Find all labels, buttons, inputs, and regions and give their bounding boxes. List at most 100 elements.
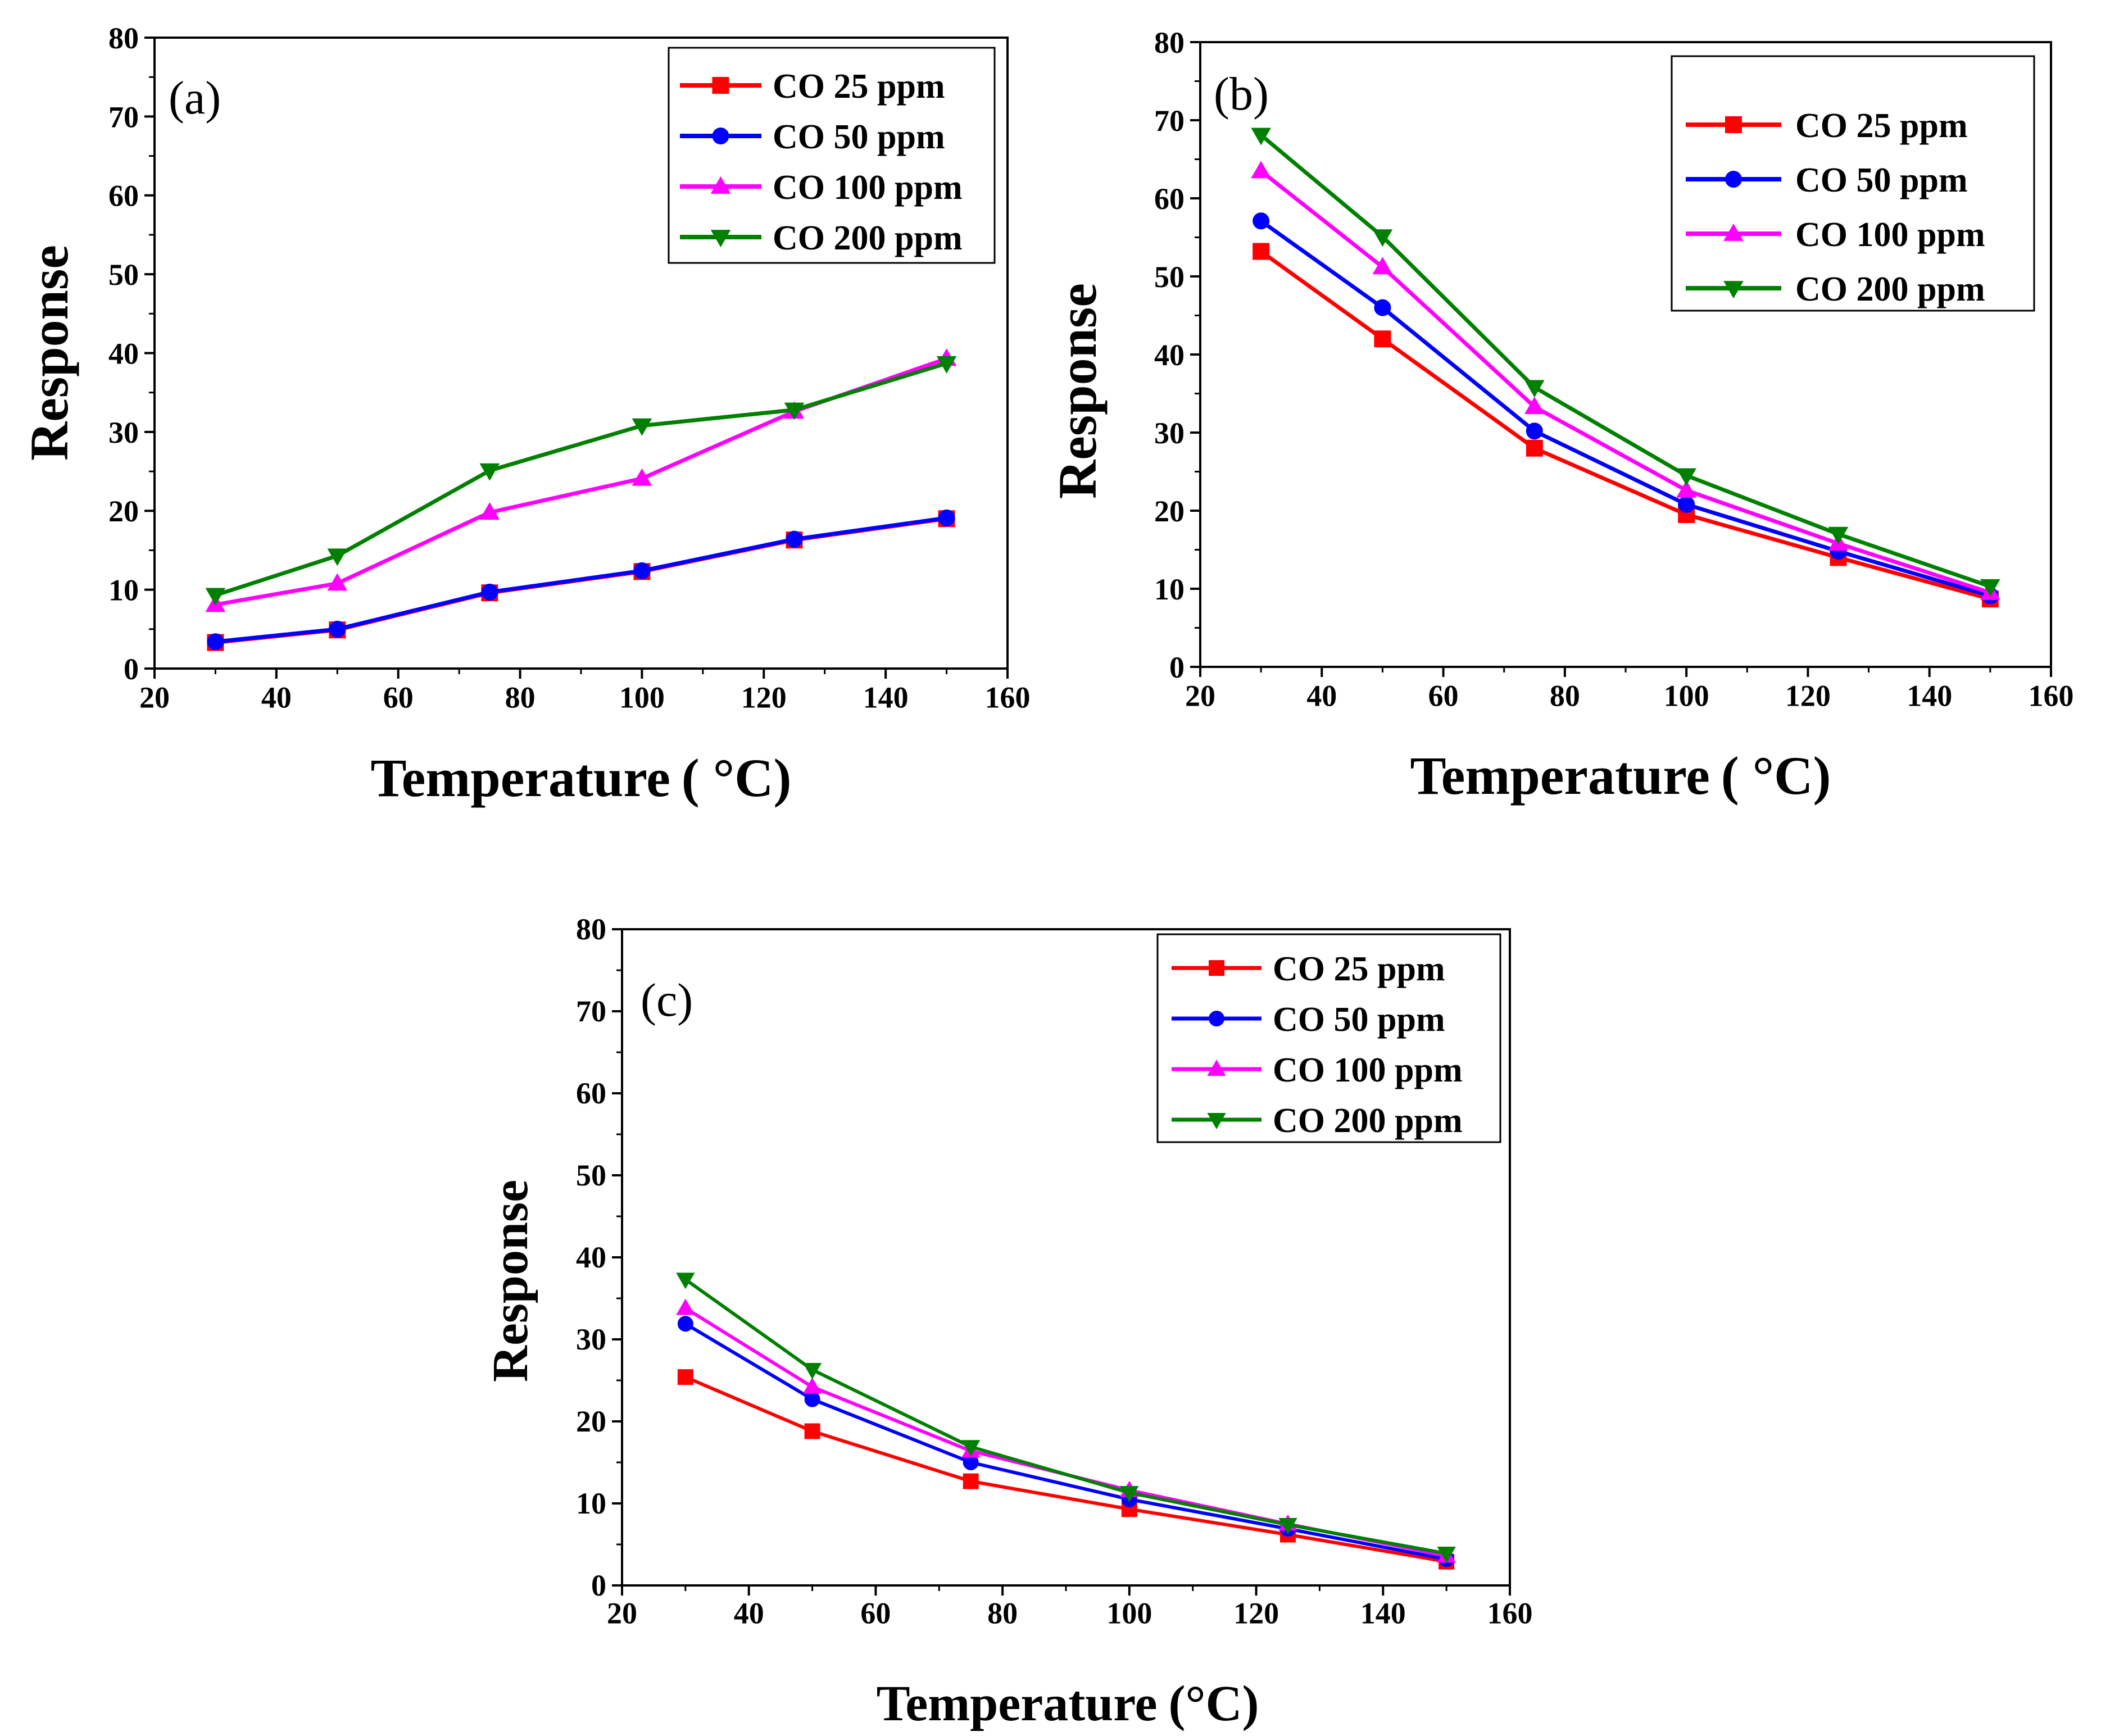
y-tick-label: 60	[108, 179, 139, 213]
panel-c: 0 10 20 30 40 50 60 70 80 20 40 60 80 100 120 140 160 Res…	[483, 912, 1533, 1732]
legend-item: CO 25 ppm	[1686, 107, 1968, 145]
x-tick-label: 160	[2029, 679, 2074, 712]
series-co-100-ppm	[1251, 161, 2000, 600]
y-tick-label: 10	[1154, 572, 1185, 606]
x-tick-label: 160	[1487, 1596, 1533, 1630]
x-tick-label: 40	[1306, 679, 1337, 712]
legend-label: CO 50 ppm	[1273, 1001, 1445, 1039]
data-point	[1372, 257, 1393, 275]
data-point	[1253, 212, 1270, 230]
data-point	[1526, 439, 1543, 457]
y-tick-label: 70	[108, 100, 139, 134]
data-point	[632, 468, 652, 486]
series-co-100-ppm	[205, 348, 957, 612]
data-point	[1526, 422, 1543, 440]
x-tick-label: 140	[1907, 679, 1952, 712]
x-tick-label: 100	[619, 680, 665, 714]
legend-marker	[1723, 281, 1744, 299]
legend-marker	[710, 176, 731, 194]
panel-a: 0 10 20 30 40 50 60 70 80 20 40 60 80 100 120 140 160 Res…	[19, 21, 1031, 808]
x-tick-label: 60	[860, 1596, 891, 1630]
y-tick-label: 10	[576, 1487, 606, 1520]
legend-label: CO 100 ppm	[1795, 216, 1985, 254]
y-tick-label: 40	[1154, 338, 1185, 372]
data-point	[632, 418, 652, 436]
y-tick-label: 20	[576, 1405, 606, 1438]
x-axis-title: Temperature( °C)	[1410, 746, 1831, 806]
data-point	[936, 356, 957, 374]
legend-label: CO 50 ppm	[1795, 161, 1968, 199]
data-point	[676, 1273, 695, 1289]
panel-label: (c)	[641, 974, 693, 1026]
series-line	[215, 361, 947, 597]
data-point	[1374, 299, 1391, 316]
x-tick-label: 100	[1664, 679, 1709, 712]
legend-label: CO 100 ppm	[1273, 1051, 1463, 1089]
data-point	[1676, 480, 1696, 498]
legend-label: CO 50 ppm	[773, 118, 945, 156]
x-tick-label: 120	[741, 680, 787, 714]
x-tick-label: 140	[863, 680, 909, 714]
y-tick-label: 40	[108, 337, 139, 370]
y-tick-label: 30	[108, 416, 139, 449]
data-point	[677, 1369, 693, 1385]
y-tick-label: 40	[576, 1240, 606, 1274]
y-tick-label: 30	[1154, 416, 1185, 450]
data-point	[633, 562, 651, 579]
y-tick-label: 0	[1169, 651, 1185, 684]
legend-label: CO 25 ppm	[773, 67, 945, 106]
panel-b: 0 10 20 30 40 50 60 70 80 20 40 60 80 100 120 140 160 Res…	[1047, 26, 2074, 806]
legend-marker	[1723, 223, 1744, 241]
series-line	[684, 1278, 1447, 1556]
legend: CO 25 ppm CO 50 ppm CO 100 ppm CO 200 ppm	[668, 47, 996, 264]
series-line	[1260, 219, 1991, 598]
legend-item: CO 50 ppm	[1686, 161, 1968, 199]
legend-marker	[1725, 116, 1742, 133]
y-tick-label: 70	[576, 994, 606, 1028]
data-point	[784, 402, 805, 420]
x-axis-title-unit: (°C)	[1168, 1676, 1259, 1732]
legend-marker	[1207, 1112, 1226, 1129]
series-co-200-ppm	[676, 1273, 1456, 1564]
legend-item: CO 100 ppm	[1686, 216, 1985, 254]
data-point	[804, 1391, 820, 1407]
legend-item: CO 50 ppm	[680, 118, 945, 156]
legend-marker	[712, 77, 729, 94]
x-axis-title-text: Temperature	[1410, 746, 1710, 806]
y-tick-label: 10	[108, 574, 139, 607]
x-tick-label: 20	[607, 1596, 637, 1630]
legend-marker	[710, 230, 731, 248]
series-line	[1259, 133, 1991, 589]
y-tick-label: 0	[124, 652, 139, 686]
data-point	[1372, 229, 1393, 247]
legend-label: CO 200 ppm	[1795, 270, 1985, 308]
data-point	[961, 1440, 981, 1457]
data-point	[1524, 380, 1545, 398]
y-axis-title: Response	[19, 245, 79, 461]
data-point	[479, 502, 500, 520]
series-line	[684, 1306, 1447, 1558]
x-axis-title-unit: ( °C)	[1721, 746, 1831, 806]
x-axis-title: Temperature (°C)	[877, 1676, 1259, 1732]
y-axis-title: Response	[483, 1180, 538, 1382]
x-tick-label: 120	[1785, 679, 1831, 712]
data-point	[963, 1473, 979, 1489]
legend-label: CO 25 ppm	[1795, 107, 1968, 145]
panel-label: (a)	[169, 72, 221, 124]
data-point	[1253, 243, 1270, 260]
legend-item: CO 50 ppm	[1172, 1001, 1445, 1039]
legend-label: CO 25 ppm	[1273, 950, 1445, 988]
data-point	[804, 1423, 820, 1439]
legend-label: CO 200 ppm	[773, 219, 963, 257]
series-co-50-ppm	[207, 509, 955, 651]
legend-item: CO 200 ppm	[1686, 270, 1985, 308]
x-tick-label: 80	[505, 680, 536, 714]
y-tick-label: 0	[591, 1569, 606, 1602]
data-point	[1278, 1517, 1297, 1534]
y-tick-label: 80	[576, 912, 606, 946]
x-tick-label: 160	[985, 680, 1031, 714]
y-tick-label: 50	[576, 1158, 606, 1192]
data-point	[481, 583, 498, 601]
series-co-100-ppm	[676, 1298, 1456, 1563]
